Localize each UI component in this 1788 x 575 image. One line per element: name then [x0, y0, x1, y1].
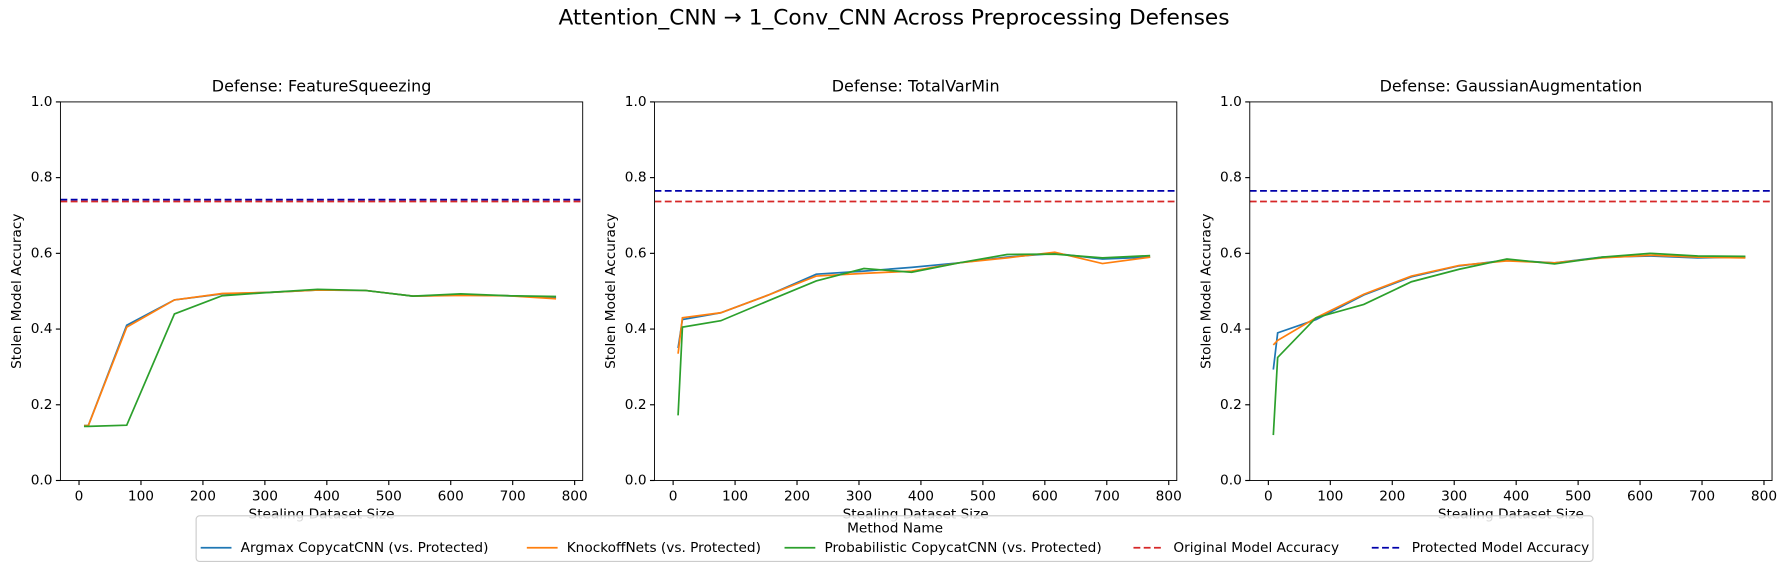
y-axis-label: Stolen Model Accuracy	[9, 213, 25, 368]
panel-title: Defense: TotalVarMin	[832, 77, 1000, 96]
legend-label: Argmax CopycatCNN (vs. Protected)	[241, 540, 489, 556]
x-tick-label: 300	[252, 488, 278, 504]
y-tick-label: 0.0	[625, 472, 647, 488]
x-tick-label: 600	[438, 488, 464, 504]
figure-title: Attention_CNN → 1_Conv_CNN Across Prepro…	[558, 6, 1229, 31]
x-tick-label: 0	[1264, 488, 1273, 504]
x-tick-label: 800	[1751, 488, 1777, 504]
x-tick-label: 200	[190, 488, 216, 504]
x-tick-label: 800	[562, 488, 588, 504]
y-tick-label: 0.2	[31, 397, 53, 413]
y-tick-label: 0.0	[1220, 472, 1242, 488]
x-tick-label: 800	[1156, 488, 1182, 504]
panel-title: Defense: FeatureSqueezing	[212, 77, 432, 96]
legend-label: Probabilistic CopycatCNN (vs. Protected)	[824, 540, 1101, 556]
x-tick-label: 0	[669, 488, 678, 504]
legend-label: KnockoffNets (vs. Protected)	[567, 540, 761, 556]
legend: Method Name Argmax CopycatCNN (vs. Protec…	[195, 515, 1594, 563]
y-tick-label: 1.0	[1220, 94, 1242, 110]
y-tick-label: 0.4	[31, 321, 53, 337]
x-tick-label: 300	[1441, 488, 1467, 504]
x-tick-label: 100	[1317, 488, 1343, 504]
y-axis-label: Stolen Model Accuracy	[603, 213, 619, 368]
legend-box	[195, 515, 1594, 563]
y-tick-label: 0.0	[31, 472, 53, 488]
x-tick-label: 100	[722, 488, 748, 504]
y-axis-label: Stolen Model Accuracy	[1198, 213, 1214, 368]
y-tick-label: 1.0	[31, 94, 53, 110]
y-tick-label: 0.6	[1220, 245, 1242, 261]
legend-label: Protected Model Accuracy	[1412, 540, 1590, 556]
y-tick-label: 1.0	[625, 94, 647, 110]
x-tick-label: 400	[314, 488, 340, 504]
panel-title: Defense: GaussianAugmentation	[1380, 77, 1643, 96]
x-tick-label: 700	[500, 488, 526, 504]
x-tick-label: 200	[1379, 488, 1405, 504]
plot-frame	[654, 101, 1178, 481]
x-tick-label: 0	[75, 488, 84, 504]
x-tick-label: 500	[376, 488, 402, 504]
plot-frame	[1249, 101, 1773, 481]
x-tick-label: 600	[1627, 488, 1653, 504]
y-tick-label: 0.4	[1220, 321, 1242, 337]
x-tick-label: 100	[128, 488, 154, 504]
y-tick-label: 0.2	[1220, 397, 1242, 413]
x-tick-label: 400	[908, 488, 934, 504]
legend-label: Original Model Accuracy	[1173, 540, 1339, 556]
y-tick-label: 0.2	[625, 397, 647, 413]
legend-title: Method Name	[847, 520, 943, 536]
x-tick-label: 200	[784, 488, 810, 504]
series-line	[83, 288, 557, 428]
plot-frame	[59, 101, 584, 481]
y-tick-label: 0.6	[31, 245, 53, 261]
y-tick-label: 0.6	[625, 245, 647, 261]
series-line	[1272, 252, 1746, 436]
y-tick-label: 0.8	[1220, 170, 1242, 186]
x-tick-label: 500	[1565, 488, 1591, 504]
x-tick-label: 500	[970, 488, 996, 504]
x-tick-label: 600	[1032, 488, 1058, 504]
y-tick-label: 0.8	[625, 170, 647, 186]
x-tick-label: 400	[1503, 488, 1529, 504]
x-tick-label: 700	[1689, 488, 1715, 504]
y-tick-label: 0.8	[31, 170, 53, 186]
y-tick-label: 0.4	[625, 321, 647, 337]
x-tick-label: 300	[846, 488, 872, 504]
series-line	[677, 253, 1151, 416]
x-tick-label: 700	[1094, 488, 1120, 504]
series-line	[1272, 254, 1746, 346]
